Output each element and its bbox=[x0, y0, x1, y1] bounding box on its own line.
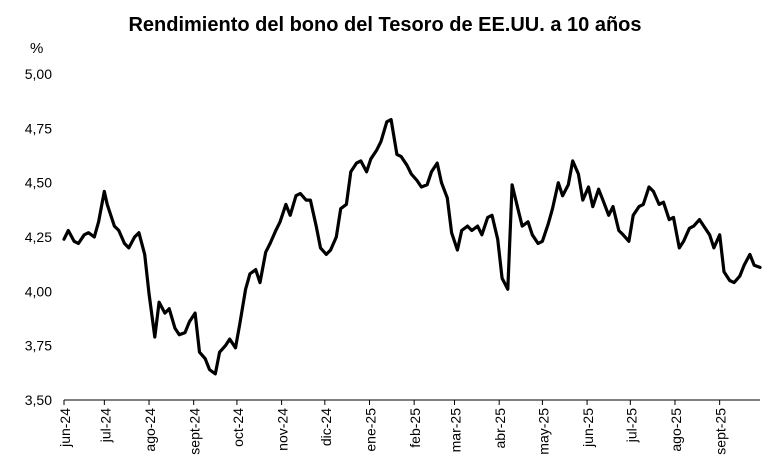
x-tick-label: sept-24 bbox=[187, 408, 203, 455]
x-tick-label: ene-25 bbox=[362, 408, 378, 452]
y-tick-label: 4,50 bbox=[25, 175, 52, 191]
y-tick-label: 3,50 bbox=[25, 392, 52, 408]
x-tick-label: oct-24 bbox=[230, 408, 246, 447]
x-tick-label: jul-24 bbox=[97, 408, 113, 443]
x-tick-label: may-25 bbox=[535, 408, 551, 455]
y-axis-unit-label: % bbox=[30, 40, 44, 57]
y-tick-label: 4,75 bbox=[25, 120, 52, 136]
x-tick-label: jun-24 bbox=[57, 408, 73, 448]
x-axis-ticks: jun-24 jul-24 ago-24 sept-24 oct-24 nov-24 dic… bbox=[57, 400, 729, 455]
series-line bbox=[62, 118, 762, 376]
y-axis-tick-labels: 3,50 3,75 4,00 4,25 4,50 4,75 5,00 bbox=[25, 66, 52, 408]
x-tick-label: sept-25 bbox=[713, 408, 729, 455]
x-tick-label: jun-25 bbox=[580, 408, 596, 448]
x-tick-label: jul-25 bbox=[623, 408, 639, 443]
x-tick-label: nov-24 bbox=[275, 408, 291, 451]
x-tick-label: abr-25 bbox=[492, 408, 508, 449]
x-tick-label: feb-25 bbox=[407, 408, 423, 448]
y-tick-label: 5,00 bbox=[25, 66, 52, 82]
y-tick-label: 4,00 bbox=[25, 283, 52, 299]
y-tick-label: 4,25 bbox=[25, 229, 52, 245]
chart-title: Rendimiento del bono del Tesoro de EE.UU… bbox=[128, 14, 642, 36]
x-tick-label: ago-25 bbox=[668, 408, 684, 452]
x-tick-label: dic-24 bbox=[318, 408, 334, 446]
x-tick-label: ago-24 bbox=[142, 408, 158, 452]
y-tick-label: 3,75 bbox=[25, 338, 52, 354]
x-tick-label: mar-25 bbox=[448, 408, 464, 453]
